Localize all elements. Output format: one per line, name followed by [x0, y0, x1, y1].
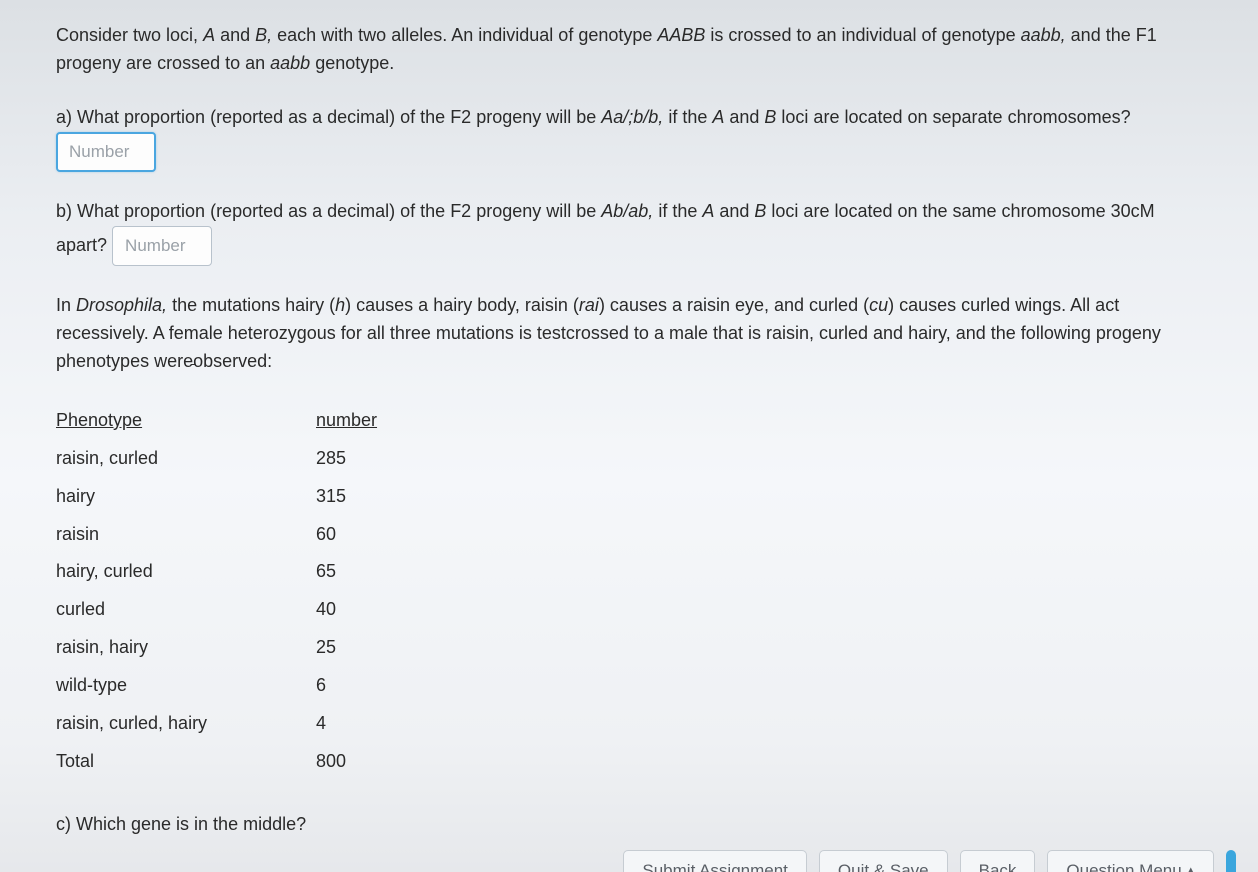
table-row: raisin, hairy25	[56, 629, 1208, 667]
text: if the	[663, 107, 712, 127]
drosophila-paragraph: In Drosophila, the mutations hairy (h) c…	[56, 292, 1208, 376]
quit-save-button[interactable]: Quit & Save	[819, 850, 948, 872]
text: and	[714, 201, 754, 221]
gene-rai: rai	[579, 295, 599, 315]
text: if the	[653, 201, 702, 221]
number-cell: 65	[316, 553, 416, 591]
table-row: hairy315	[56, 478, 1208, 516]
number-cell: 40	[316, 591, 416, 629]
locus-a: A	[702, 201, 714, 221]
text: observed:	[193, 351, 272, 371]
text: b) What proportion (reported as a decima…	[56, 201, 601, 221]
text: is crossed to an individual of genotype	[705, 25, 1020, 45]
text: and	[724, 107, 764, 127]
text: ) causes a raisin eye, and curled (	[599, 295, 869, 315]
text: In	[56, 295, 76, 315]
phenotype-cell: wild-type	[56, 667, 316, 705]
text: Consider two loci,	[56, 25, 203, 45]
phenotype-cell: curled	[56, 591, 316, 629]
part-b: b) What proportion (reported as a decima…	[56, 198, 1208, 266]
table-row: hairy, curled65	[56, 553, 1208, 591]
table-row: raisin60	[56, 516, 1208, 554]
part-a: a) What proportion (reported as a decima…	[56, 104, 1208, 172]
submit-assignment-button[interactable]: Submit Assignment	[623, 850, 807, 872]
number-cell: 4	[316, 705, 416, 743]
text: the mutations hairy (	[167, 295, 335, 315]
phenotype-cell: Total	[56, 743, 316, 781]
text: c) Which gene is in the middle?	[56, 814, 306, 834]
text: a) What proportion (reported as a decima…	[56, 107, 601, 127]
table-row: Total800	[56, 743, 1208, 781]
gene-h: h	[335, 295, 345, 315]
genotype-aabb-upper: AABB	[657, 25, 705, 45]
phenotype-table: Phenotype number raisin, curled285 hairy…	[56, 402, 1208, 781]
genotype-aabb-lower: aabb,	[1021, 25, 1066, 45]
question-menu-label: Question Menu	[1066, 861, 1181, 872]
phenotype-cell: hairy	[56, 478, 316, 516]
text: each with two alleles. An individual of …	[272, 25, 657, 45]
number-cell: 25	[316, 629, 416, 667]
number-cell: 6	[316, 667, 416, 705]
locus-b: B,	[255, 25, 272, 45]
locus-b: B	[764, 107, 776, 127]
phenotype-cell: hairy, curled	[56, 553, 316, 591]
header-phenotype: Phenotype	[56, 402, 316, 440]
phenotype-cell: raisin, hairy	[56, 629, 316, 667]
gene-cu: cu	[869, 295, 888, 315]
genotype-aabb-lower-2: aabb	[270, 53, 310, 73]
accent-tab[interactable]	[1226, 850, 1236, 872]
number-cell: 60	[316, 516, 416, 554]
header-number: number	[316, 402, 416, 440]
phenotype-cell: raisin, curled, hairy	[56, 705, 316, 743]
species: Drosophila,	[76, 295, 167, 315]
locus-b: B	[754, 201, 766, 221]
table-row: curled40	[56, 591, 1208, 629]
genotype: Aa/;b/b,	[601, 107, 663, 127]
table-header-row: Phenotype number	[56, 402, 1208, 440]
table-row: raisin, curled285	[56, 440, 1208, 478]
number-cell: 315	[316, 478, 416, 516]
chevron-up-icon: ▴	[1186, 861, 1195, 872]
table-row: raisin, curled, hairy4	[56, 705, 1208, 743]
genotype: Ab/ab,	[601, 201, 653, 221]
intro-paragraph: Consider two loci, A and B, each with tw…	[56, 22, 1208, 78]
phenotype-cell: raisin	[56, 516, 316, 554]
question-menu-button[interactable]: Question Menu ▴	[1047, 850, 1214, 872]
phenotype-cell: raisin, curled	[56, 440, 316, 478]
part-c: c) Which gene is in the middle?	[56, 811, 1208, 839]
locus-a: A	[712, 107, 724, 127]
text: loci are located on separate chromosomes…	[776, 107, 1130, 127]
locus-a: A	[203, 25, 215, 45]
question-body: Consider two loci, A and B, each with tw…	[0, 0, 1258, 839]
table-row: wild-type6	[56, 667, 1208, 705]
answer-input-a[interactable]: Number	[56, 132, 156, 172]
text: and	[215, 25, 255, 45]
back-button[interactable]: Back	[960, 850, 1036, 872]
number-cell: 800	[316, 743, 416, 781]
button-bar: Submit Assignment Quit & Save Back Quest…	[623, 850, 1236, 872]
answer-input-b[interactable]: Number	[112, 226, 212, 266]
text: genotype.	[310, 53, 394, 73]
text: ) causes a hairy body, raisin (	[345, 295, 579, 315]
number-cell: 285	[316, 440, 416, 478]
